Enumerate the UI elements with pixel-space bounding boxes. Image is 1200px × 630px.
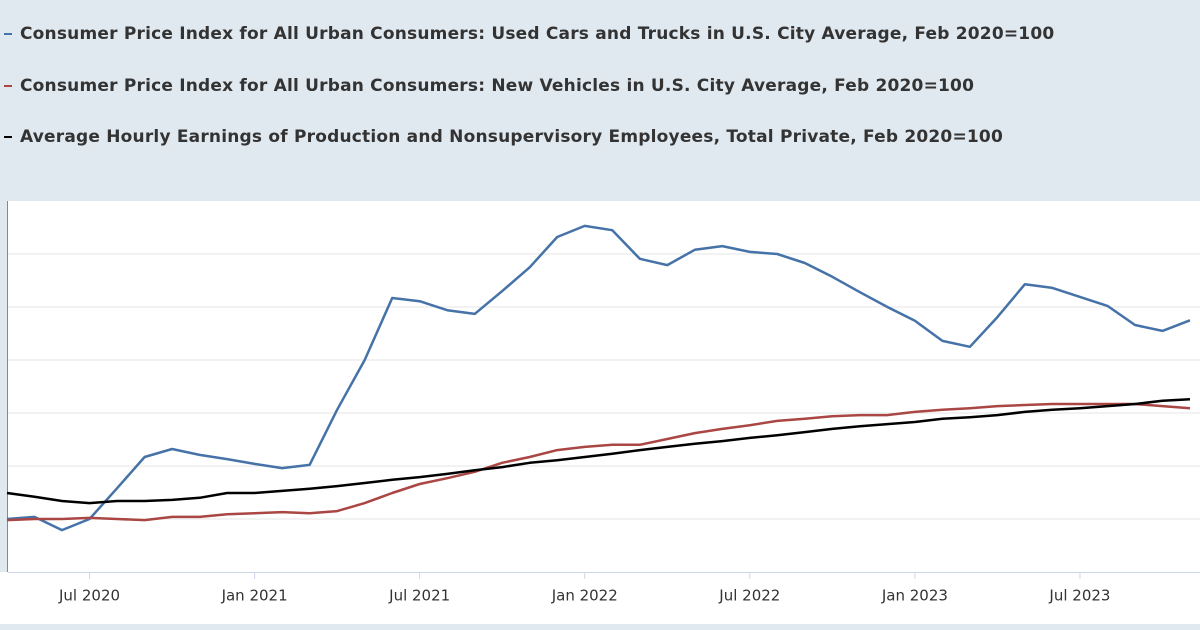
x-tick-label: Jul 2023: [1048, 587, 1110, 605]
x-tick-label: Jul 2022: [718, 587, 780, 605]
plot-area: [8, 201, 1200, 572]
x-tick-label: Jan 2023: [881, 587, 948, 605]
x-axis: Jul 2020 Jan 2021 Jul 2021 Jan 2022 Jul 2022…: [58, 572, 1110, 605]
legend: Consumer Price Index for All Urban Consu…: [4, 24, 1054, 147]
x-tick-label: Jul 2020: [58, 587, 120, 605]
x-axis-area: [0, 572, 1200, 624]
x-tick-label: Jan 2022: [551, 587, 618, 605]
series-line: [6, 402, 1191, 522]
lines: [6, 224, 1191, 532]
grid: [8, 253, 1200, 520]
series-line: [6, 224, 1191, 532]
x-tick-label: Jul 2021: [388, 587, 450, 605]
legend-label: Consumer Price Index for All Urban Consu…: [20, 24, 1054, 44]
series-line: [6, 397, 1191, 505]
legend-label: Average Hourly Earnings of Production an…: [20, 127, 1003, 147]
legend-label: Consumer Price Index for All Urban Consu…: [20, 76, 974, 96]
x-tick-label: Jan 2021: [221, 587, 288, 605]
